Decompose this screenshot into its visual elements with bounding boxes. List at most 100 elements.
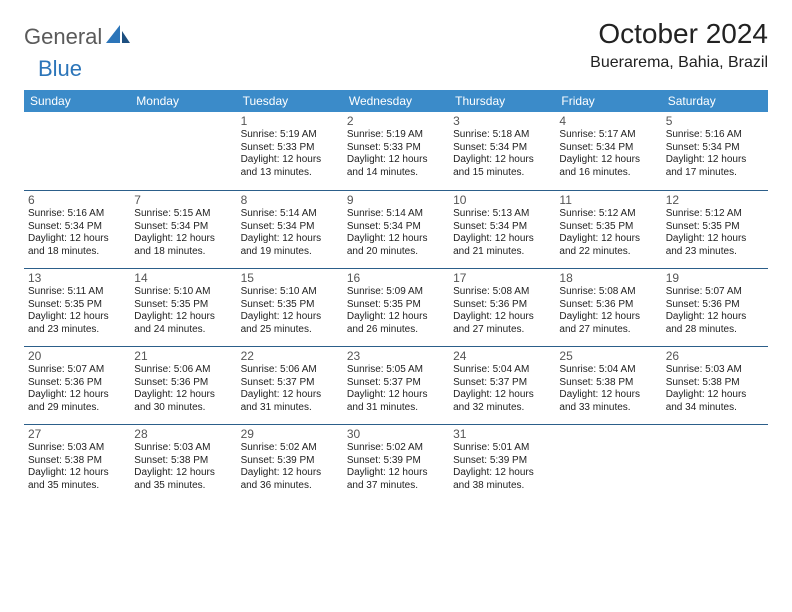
day-number: 11 xyxy=(559,193,657,207)
day-detail: and 26 minutes. xyxy=(347,324,445,337)
day-number: 18 xyxy=(559,271,657,285)
day-detail: and 37 minutes. xyxy=(347,480,445,493)
day-detail: Sunrise: 5:06 AM xyxy=(241,364,339,377)
day-detail: Daylight: 12 hours xyxy=(666,233,764,246)
day-detail: Sunset: 5:34 PM xyxy=(241,221,339,234)
day-number: 16 xyxy=(347,271,445,285)
day-detail: and 17 minutes. xyxy=(666,167,764,180)
day-cell: 6Sunrise: 5:16 AMSunset: 5:34 PMDaylight… xyxy=(24,190,130,268)
day-detail: Sunrise: 5:17 AM xyxy=(559,129,657,142)
day-detail: Sunset: 5:34 PM xyxy=(28,221,126,234)
day-number: 10 xyxy=(453,193,551,207)
day-detail: Daylight: 12 hours xyxy=(347,389,445,402)
day-detail: and 23 minutes. xyxy=(666,246,764,259)
day-detail: Sunrise: 5:08 AM xyxy=(453,286,551,299)
day-detail: and 36 minutes. xyxy=(241,480,339,493)
week-row: 13Sunrise: 5:11 AMSunset: 5:35 PMDayligh… xyxy=(24,268,768,346)
day-number: 29 xyxy=(241,427,339,441)
day-detail: Sunrise: 5:04 AM xyxy=(453,364,551,377)
day-detail: Sunset: 5:37 PM xyxy=(453,377,551,390)
day-header: Tuesday xyxy=(237,90,343,112)
day-detail: and 18 minutes. xyxy=(28,246,126,259)
day-number: 19 xyxy=(666,271,764,285)
day-detail: Sunrise: 5:03 AM xyxy=(28,442,126,455)
day-detail: Sunset: 5:39 PM xyxy=(453,455,551,468)
day-detail: and 14 minutes. xyxy=(347,167,445,180)
day-cell: 27Sunrise: 5:03 AMSunset: 5:38 PMDayligh… xyxy=(24,424,130,502)
day-cell: 28Sunrise: 5:03 AMSunset: 5:38 PMDayligh… xyxy=(130,424,236,502)
day-number: 8 xyxy=(241,193,339,207)
day-number: 3 xyxy=(453,114,551,128)
day-detail: Sunrise: 5:18 AM xyxy=(453,129,551,142)
day-detail: Sunset: 5:35 PM xyxy=(666,221,764,234)
day-header: Monday xyxy=(130,90,236,112)
day-detail: Sunrise: 5:04 AM xyxy=(559,364,657,377)
day-number: 1 xyxy=(241,114,339,128)
day-cell: 3Sunrise: 5:18 AMSunset: 5:34 PMDaylight… xyxy=(449,112,555,190)
day-detail: Daylight: 12 hours xyxy=(666,389,764,402)
day-detail: and 27 minutes. xyxy=(559,324,657,337)
month-title: October 2024 xyxy=(590,18,768,50)
day-detail: Sunset: 5:34 PM xyxy=(347,221,445,234)
day-cell: 17Sunrise: 5:08 AMSunset: 5:36 PMDayligh… xyxy=(449,268,555,346)
day-detail: and 31 minutes. xyxy=(347,402,445,415)
day-detail: Sunrise: 5:13 AM xyxy=(453,208,551,221)
day-number: 30 xyxy=(347,427,445,441)
day-detail: Sunset: 5:37 PM xyxy=(241,377,339,390)
day-number: 6 xyxy=(28,193,126,207)
day-detail: Sunrise: 5:16 AM xyxy=(28,208,126,221)
day-detail: Sunset: 5:35 PM xyxy=(28,299,126,312)
day-detail: and 31 minutes. xyxy=(241,402,339,415)
day-number: 7 xyxy=(134,193,232,207)
day-detail: Daylight: 12 hours xyxy=(28,467,126,480)
day-detail: and 30 minutes. xyxy=(134,402,232,415)
logo: General xyxy=(24,24,134,50)
day-cell: 12Sunrise: 5:12 AMSunset: 5:35 PMDayligh… xyxy=(662,190,768,268)
day-cell: 15Sunrise: 5:10 AMSunset: 5:35 PMDayligh… xyxy=(237,268,343,346)
day-number: 24 xyxy=(453,349,551,363)
day-cell: 19Sunrise: 5:07 AMSunset: 5:36 PMDayligh… xyxy=(662,268,768,346)
day-detail: Sunset: 5:38 PM xyxy=(134,455,232,468)
day-detail: Daylight: 12 hours xyxy=(453,389,551,402)
day-header: Sunday xyxy=(24,90,130,112)
day-detail: Daylight: 12 hours xyxy=(453,467,551,480)
day-header: Thursday xyxy=(449,90,555,112)
day-cell: 7Sunrise: 5:15 AMSunset: 5:34 PMDaylight… xyxy=(130,190,236,268)
day-detail: and 21 minutes. xyxy=(453,246,551,259)
day-detail: Sunset: 5:39 PM xyxy=(347,455,445,468)
day-number: 17 xyxy=(453,271,551,285)
day-detail: Sunset: 5:38 PM xyxy=(28,455,126,468)
day-number: 31 xyxy=(453,427,551,441)
day-cell: 21Sunrise: 5:06 AMSunset: 5:36 PMDayligh… xyxy=(130,346,236,424)
day-detail: Sunset: 5:33 PM xyxy=(347,142,445,155)
day-number: 26 xyxy=(666,349,764,363)
day-detail: Sunrise: 5:14 AM xyxy=(347,208,445,221)
day-detail: Sunrise: 5:12 AM xyxy=(666,208,764,221)
day-detail: Sunset: 5:38 PM xyxy=(559,377,657,390)
day-cell: 11Sunrise: 5:12 AMSunset: 5:35 PMDayligh… xyxy=(555,190,661,268)
day-detail: Daylight: 12 hours xyxy=(559,389,657,402)
day-detail: Sunset: 5:36 PM xyxy=(559,299,657,312)
day-header: Saturday xyxy=(662,90,768,112)
day-detail: Sunset: 5:38 PM xyxy=(666,377,764,390)
day-cell: 22Sunrise: 5:06 AMSunset: 5:37 PMDayligh… xyxy=(237,346,343,424)
day-detail: and 29 minutes. xyxy=(28,402,126,415)
day-detail: Sunrise: 5:10 AM xyxy=(134,286,232,299)
day-cell: 4Sunrise: 5:17 AMSunset: 5:34 PMDaylight… xyxy=(555,112,661,190)
day-detail: and 35 minutes. xyxy=(134,480,232,493)
day-detail: and 16 minutes. xyxy=(559,167,657,180)
day-detail: Sunset: 5:37 PM xyxy=(347,377,445,390)
day-detail: Sunrise: 5:19 AM xyxy=(347,129,445,142)
day-detail: Daylight: 12 hours xyxy=(559,154,657,167)
day-detail: Sunset: 5:35 PM xyxy=(241,299,339,312)
logo-text-blue: Blue xyxy=(38,56,82,82)
day-detail: Daylight: 12 hours xyxy=(666,154,764,167)
day-header: Wednesday xyxy=(343,90,449,112)
day-cell xyxy=(24,112,130,190)
day-number: 12 xyxy=(666,193,764,207)
day-detail: Sunset: 5:39 PM xyxy=(241,455,339,468)
day-cell: 1Sunrise: 5:19 AMSunset: 5:33 PMDaylight… xyxy=(237,112,343,190)
day-detail: Daylight: 12 hours xyxy=(134,311,232,324)
day-number: 21 xyxy=(134,349,232,363)
calendar-page: General October 2024 Buerarema, Bahia, B… xyxy=(0,0,792,612)
